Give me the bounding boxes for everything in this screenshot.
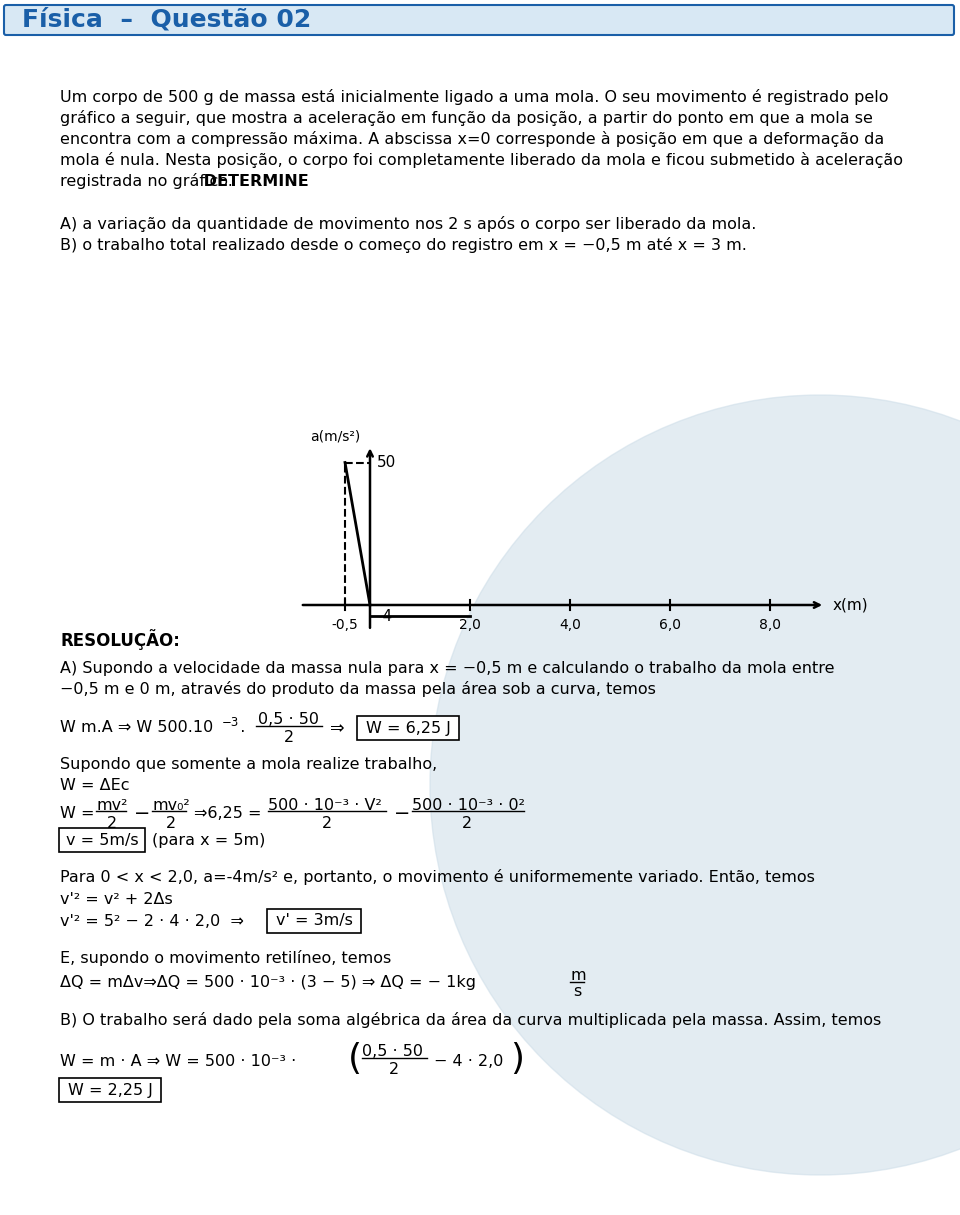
FancyBboxPatch shape xyxy=(59,827,145,852)
Text: m: m xyxy=(570,968,586,983)
Text: W = m · A ⇒ W = 500 · 10⁻³ ·: W = m · A ⇒ W = 500 · 10⁻³ · xyxy=(60,1053,297,1068)
Text: B) o trabalho total realizado desde o começo do registro em x = −0,5 m até x = 3: B) o trabalho total realizado desde o co… xyxy=(60,237,747,253)
Circle shape xyxy=(430,395,960,1175)
Text: A) a variação da quantidade de movimento nos 2 s após o corpo ser liberado da mo: A) a variação da quantidade de movimento… xyxy=(60,216,756,232)
Text: −3: −3 xyxy=(222,716,239,729)
Text: DETERMINE: DETERMINE xyxy=(198,174,309,188)
Text: -0,5: -0,5 xyxy=(331,618,358,632)
Text: 2: 2 xyxy=(389,1062,399,1078)
FancyBboxPatch shape xyxy=(59,1078,161,1102)
Text: v' = 3m/s: v' = 3m/s xyxy=(276,914,352,928)
Text: W = 2,25 J: W = 2,25 J xyxy=(67,1083,153,1097)
Text: v = 5m/s: v = 5m/s xyxy=(65,832,138,848)
Text: B) O trabalho será dado pela soma algébrica da área da curva multiplicada pela m: B) O trabalho será dado pela soma algébr… xyxy=(60,1012,881,1028)
Text: Física  –  Questão 02: Física – Questão 02 xyxy=(22,9,311,32)
Text: −: − xyxy=(134,803,151,823)
FancyBboxPatch shape xyxy=(267,909,361,933)
Text: 2: 2 xyxy=(107,815,117,831)
Text: mv²: mv² xyxy=(96,797,128,813)
Text: 50: 50 xyxy=(377,454,396,470)
Text: (para x = 5m): (para x = 5m) xyxy=(152,832,265,848)
Text: (: ( xyxy=(348,1042,362,1076)
Text: Para 0 < x < 2,0, a=-4m/s² e, portanto, o movimento é uniformemente variado. Ent: Para 0 < x < 2,0, a=-4m/s² e, portanto, … xyxy=(60,869,815,885)
Text: 500 · 10⁻³ · V²: 500 · 10⁻³ · V² xyxy=(268,797,382,813)
FancyBboxPatch shape xyxy=(4,5,954,35)
Text: 2: 2 xyxy=(462,815,472,831)
Text: s: s xyxy=(573,983,581,999)
Text: encontra com a compressão máxima. A abscissa x=0 corresponde à posição em que a : encontra com a compressão máxima. A absc… xyxy=(60,131,884,147)
Text: .: . xyxy=(230,720,246,735)
Text: ): ) xyxy=(510,1042,524,1076)
Text: ⇒6,25 =: ⇒6,25 = xyxy=(194,806,261,820)
Text: 2,0: 2,0 xyxy=(459,618,481,632)
Text: −0,5 m e 0 m, através do produto da massa pela área sob a curva, temos: −0,5 m e 0 m, através do produto da mass… xyxy=(60,680,656,697)
Text: 2: 2 xyxy=(284,730,294,746)
Text: 6,0: 6,0 xyxy=(659,618,681,632)
Text: W = ΔEᴄ: W = ΔEᴄ xyxy=(60,779,130,793)
Text: gráfico a seguir, que mostra a aceleração em função da posição, a partir do pont: gráfico a seguir, que mostra a aceleraçã… xyxy=(60,111,873,126)
Text: 0,5 · 50: 0,5 · 50 xyxy=(362,1045,423,1059)
Text: 8,0: 8,0 xyxy=(759,618,781,632)
Text: W m.A ⇒ W 500.10: W m.A ⇒ W 500.10 xyxy=(60,720,213,735)
Text: RESOLUÇÃO:: RESOLUÇÃO: xyxy=(60,629,180,650)
Text: 2: 2 xyxy=(166,815,176,831)
Text: registrada no gráfico.: registrada no gráfico. xyxy=(60,173,233,190)
Text: E, supondo o movimento retilíneo, temos: E, supondo o movimento retilíneo, temos xyxy=(60,950,392,966)
Text: v'² = 5² − 2 · 4 · 2,0  ⇒: v'² = 5² − 2 · 4 · 2,0 ⇒ xyxy=(60,914,244,928)
Text: W = 6,25 J: W = 6,25 J xyxy=(366,720,450,735)
Text: mv₀²: mv₀² xyxy=(152,797,190,813)
Text: 500 · 10⁻³ · 0²: 500 · 10⁻³ · 0² xyxy=(412,797,525,813)
Text: -4: -4 xyxy=(377,609,392,623)
Text: ΔQ = mΔv⇒ΔQ = 500 · 10⁻³ · (3 − 5) ⇒ ΔQ = − 1kg: ΔQ = mΔv⇒ΔQ = 500 · 10⁻³ · (3 − 5) ⇒ ΔQ … xyxy=(60,976,476,990)
Text: Um corpo de 500 g de massa está inicialmente ligado a uma mola. O seu movimento : Um corpo de 500 g de massa está inicialm… xyxy=(60,89,889,104)
Text: A) Supondo a velocidade da massa nula para x = −0,5 m e calculando o trabalho da: A) Supondo a velocidade da massa nula pa… xyxy=(60,661,834,676)
Text: mola é nula. Nesta posição, o corpo foi completamente liberado da mola e ficou s: mola é nula. Nesta posição, o corpo foi … xyxy=(60,152,903,168)
Text: v'² = v² + 2Δs: v'² = v² + 2Δs xyxy=(60,893,173,908)
Text: ⇒: ⇒ xyxy=(330,719,345,738)
Text: 0,5 · 50: 0,5 · 50 xyxy=(258,712,319,728)
Text: 2: 2 xyxy=(322,815,332,831)
Text: Supondo que somente a mola realize trabalho,: Supondo que somente a mola realize traba… xyxy=(60,757,437,773)
Text: 4,0: 4,0 xyxy=(559,618,581,632)
Text: a(m/s²): a(m/s²) xyxy=(310,429,360,443)
Text: W =: W = xyxy=(60,806,94,820)
Text: x(m): x(m) xyxy=(833,598,869,612)
FancyBboxPatch shape xyxy=(357,716,459,740)
Text: −: − xyxy=(394,803,410,823)
Text: − 4 · 2,0: − 4 · 2,0 xyxy=(434,1053,503,1068)
